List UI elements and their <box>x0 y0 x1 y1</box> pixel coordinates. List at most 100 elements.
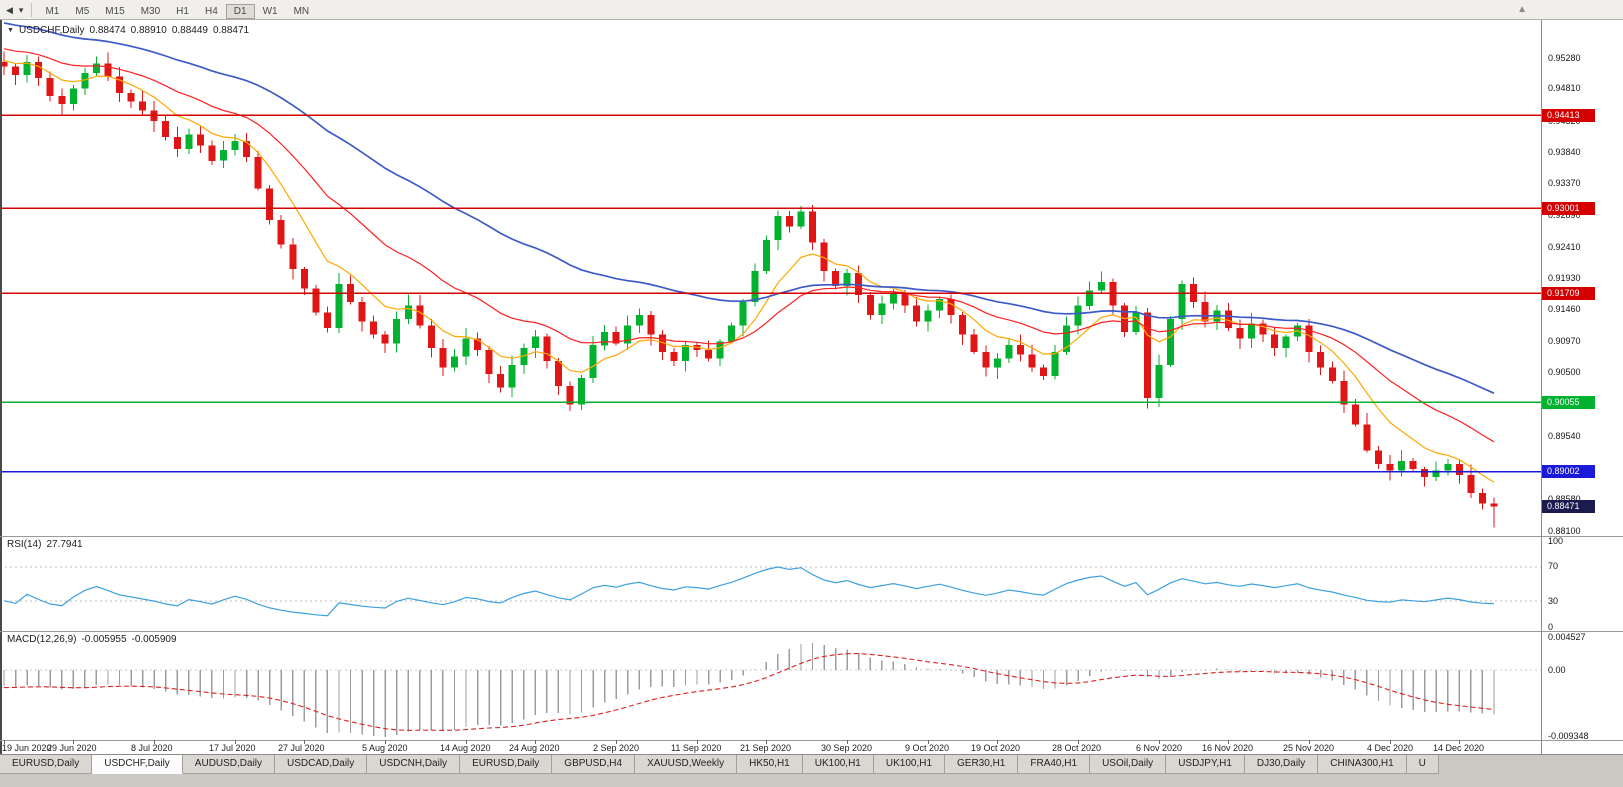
date-tick-mark <box>466 740 467 744</box>
date-label: 5 Aug 2020 <box>362 743 408 753</box>
level-lines <box>0 114 1541 473</box>
date-tick-mark <box>73 740 74 744</box>
timeframe-button-m30[interactable]: M30 <box>140 5 161 17</box>
candles <box>0 51 1498 528</box>
panel-separator-dates <box>0 740 1623 741</box>
scroll-to-latest-icon[interactable]: ▲ <box>1517 4 1527 15</box>
timeframe-button-m5[interactable]: M5 <box>75 5 90 17</box>
date-tick-mark <box>1390 740 1391 744</box>
ohlc-close: 0.88471 <box>212 25 250 36</box>
ma-medium <box>3 48 1495 443</box>
chart-tab-ger30-h1[interactable]: GER30,H1 <box>945 755 1019 774</box>
price-tick-label: 0.92890 <box>1548 209 1581 220</box>
timeframe-button-m1[interactable]: M1 <box>45 5 60 17</box>
chart-tab-usdcad-daily[interactable]: USDCAD,Daily <box>275 755 368 774</box>
date-label: 9 Oct 2020 <box>905 743 950 753</box>
chart-tab-audusd-daily[interactable]: AUDUSD,Daily <box>182 755 276 774</box>
symbol-header: ▼ USDCHF,Daily 0.88474 0.88910 0.88449 0… <box>7 25 249 36</box>
panel-separator-rsi[interactable] <box>0 536 1623 537</box>
date-label: 4 Dec 2020 <box>1367 743 1414 753</box>
macd-header: MACD(12,26,9) -0.005955 -0.005909 <box>7 634 177 645</box>
rsi-header: RSI(14) 27.7941 <box>7 539 83 550</box>
chart-tabs: EURUSD,Daily USDCHF,Daily AUDUSD,Daily USDC… <box>0 755 1623 774</box>
price-tick-label: 0.91460 <box>1548 304 1581 315</box>
date-label: 2 Sep 2020 <box>593 743 640 753</box>
ohlc-high: 0.88910 <box>130 25 167 36</box>
date-label: 27 Jul 2020 <box>278 743 325 753</box>
date-tick-mark <box>616 740 617 744</box>
price-axis-separator <box>1541 20 1542 754</box>
chart-tab-gbpusd-h4[interactable]: GBPUSD,H4 <box>552 755 636 774</box>
ohlc-low: 0.88449 <box>171 25 208 36</box>
level-price-label: 0.90055 <box>1542 395 1595 409</box>
ma-fast <box>3 59 1495 483</box>
chart-window: ▼ USDCHF,Daily 0.88474 0.88910 0.88449 0… <box>0 20 1623 787</box>
price-tick-label: 0.91930 <box>1548 273 1581 284</box>
date-label: 19 Oct 2020 <box>971 743 1021 753</box>
chart-tab-u[interactable]: U <box>1406 755 1439 774</box>
one-click-collapse-icon[interactable]: ▼ <box>7 27 14 34</box>
date-tick-mark <box>535 740 536 744</box>
chart-tab-hk50-h1[interactable]: HK50,H1 <box>737 755 803 774</box>
price-axis: 0.952800.948100.943200.938400.933700.928… <box>1542 20 1623 754</box>
chart-tab-dj30-daily[interactable]: DJ30,Daily <box>1244 755 1319 774</box>
macd-tick-label: 0.00 <box>1548 664 1566 675</box>
price-tick-label: 0.90500 <box>1548 367 1581 378</box>
macd-tick-label: 0.004527 <box>1548 632 1586 643</box>
chart-tab-eurusd-daily[interactable]: EURUSD,Daily <box>0 755 93 774</box>
macd-value-main: -0.005955 <box>81 634 127 645</box>
price-tick-label: 0.88580 <box>1548 493 1581 504</box>
timeframe-button-mn[interactable]: MN <box>293 5 310 17</box>
panel-separator-macd[interactable] <box>0 631 1623 632</box>
date-label: 28 Oct 2020 <box>1052 743 1102 753</box>
price-tick-label: 0.92410 <box>1548 241 1581 252</box>
price-tick-label: 0.90970 <box>1548 336 1581 347</box>
rsi-tick-label: 100 <box>1548 535 1564 546</box>
chart-left-border <box>0 20 2 754</box>
timeframe-button-h4[interactable]: H4 <box>204 5 218 17</box>
chart-tab-usoil-daily[interactable]: USOil,Daily <box>1090 755 1167 774</box>
chart-tab-fra40-h1[interactable]: FRA40,H1 <box>1018 755 1091 774</box>
chart-canvas[interactable] <box>0 20 1541 740</box>
macd-signal-line <box>3 653 1495 731</box>
timeframe-button-group: M1 M5 M15 M30 H1 H4 D1 W1 MN <box>37 1 317 19</box>
ohlc-open: 0.88474 <box>89 25 126 36</box>
timeframe-button-d1[interactable]: D1 <box>225 3 255 19</box>
date-label: 19 Jun 2020 <box>2 743 52 753</box>
chart-tab-usdchf-daily[interactable]: USDCHF,Daily <box>92 755 183 774</box>
timeframe-button-m15[interactable]: M15 <box>105 5 125 17</box>
date-label: 17 Jul 2020 <box>209 743 256 753</box>
chart-tab-usdcnh-daily[interactable]: USDCNH,Daily <box>367 755 461 774</box>
chevron-down-icon[interactable]: ▾ <box>18 4 24 15</box>
top-toolbar: ◀ ▾ M1 M5 M15 M30 H1 H4 D1 W1 MN ▲ <box>0 0 1623 20</box>
date-tick-mark <box>928 740 929 744</box>
toolbar-separator <box>31 2 33 17</box>
date-label: 14 Dec 2020 <box>1433 743 1485 753</box>
chart-tab-uk100-h1[interactable]: UK100,H1 <box>802 755 874 774</box>
rsi-levels <box>0 566 1541 602</box>
date-label: 14 Aug 2020 <box>440 743 491 753</box>
date-tick-mark <box>235 740 236 744</box>
timeframe-button-w1[interactable]: W1 <box>262 5 278 17</box>
rsi-value: 27.7941 <box>46 539 83 550</box>
chart-tab-uk100-h1[interactable]: UK100,H1 <box>873 755 946 774</box>
chart-tab-xauusd-weekly[interactable]: XAUUSD,Weekly <box>635 755 738 774</box>
date-axis: 19 Jun 2020 29 Jun 2020 8 Jul 2020 17 Jul 2… <box>0 740 1623 754</box>
chart-tab-usdjpy-h1[interactable]: USDJPY,H1 <box>1166 755 1245 774</box>
date-label: 25 Nov 2020 <box>1283 743 1335 753</box>
chart-tab-eurusd-daily[interactable]: EURUSD,Daily <box>460 755 553 774</box>
date-tick-mark <box>154 740 155 744</box>
date-tick-mark <box>385 740 386 744</box>
timeframe-button-h1[interactable]: H1 <box>176 5 189 17</box>
price-tick-label: 0.88100 <box>1548 525 1581 536</box>
rsi-line <box>3 566 1495 617</box>
price-tick-label: 0.95280 <box>1548 52 1581 63</box>
rsi-title: RSI(14) <box>7 539 42 550</box>
charts-list-icon[interactable]: ◀ <box>6 4 13 15</box>
level-price-label: 0.89002 <box>1542 465 1595 479</box>
chart-tab-china300-h1[interactable]: CHINA300,H1 <box>1318 755 1407 774</box>
date-label: 11 Sep 2020 <box>671 743 722 753</box>
date-label: 8 Jul 2020 <box>131 743 173 753</box>
date-tick-mark <box>4 740 5 744</box>
price-tick-label: 0.93840 <box>1548 147 1581 158</box>
